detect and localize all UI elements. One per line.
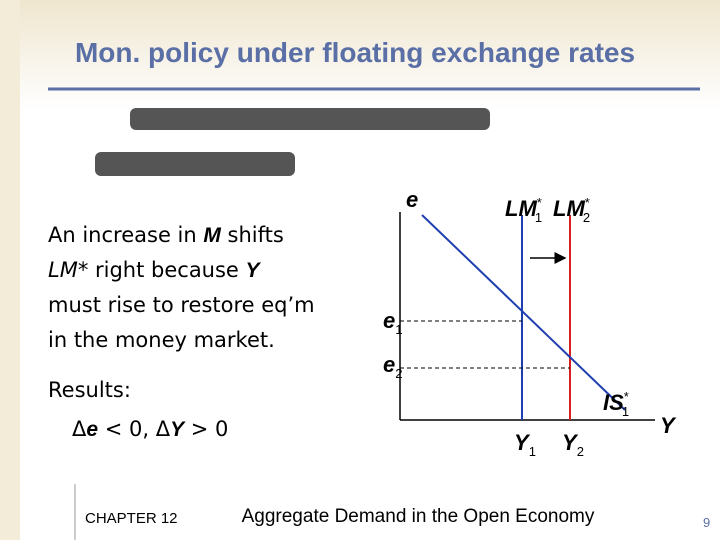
text-run: e xyxy=(383,352,395,377)
text-run: in the money market. xyxy=(48,328,275,352)
text-run: * xyxy=(537,195,542,210)
page-number: 9 xyxy=(703,515,710,530)
garbled-equations xyxy=(95,108,490,176)
text-run: 2 xyxy=(583,210,590,225)
text-run: 1 xyxy=(395,322,402,337)
e1-label: e1 xyxy=(383,308,402,337)
results: Δe < 0, ΔY > 0 xyxy=(72,417,228,441)
text-run: M xyxy=(203,224,221,247)
text-run: 2 xyxy=(577,444,584,459)
header-bg xyxy=(0,0,720,110)
text-run: 1 xyxy=(622,404,629,419)
text-run: An increase in xyxy=(48,223,203,247)
chapter: CHAPTER 12 xyxy=(85,510,178,527)
results-label: Results: xyxy=(48,378,131,402)
is-curve xyxy=(421,214,626,411)
footer-text: Aggregate Demand in the Open Economy xyxy=(242,506,595,527)
text-run: 2 xyxy=(395,366,402,381)
text-run: * xyxy=(585,195,590,210)
y2-label: Y2 xyxy=(562,430,584,459)
text-run: Y xyxy=(514,430,531,455)
text-run: An increase in M shifts xyxy=(48,223,284,247)
y1-label: Y1 xyxy=(514,430,536,459)
text-run: LM* xyxy=(48,258,88,282)
text-run: 1 xyxy=(529,444,536,459)
left-band xyxy=(0,0,20,540)
text-run: must rise to restore eq’m xyxy=(48,293,315,317)
lm2-label: LM* 2 xyxy=(553,195,590,225)
text-run: * xyxy=(624,389,629,404)
e2-label: e2 xyxy=(383,352,402,381)
text-run: must rise to restore eq’m xyxy=(48,293,315,317)
lm1-label: LM* 1 xyxy=(505,195,542,225)
x-axis-label: Y xyxy=(660,413,677,438)
text-run: e xyxy=(383,308,395,333)
is1-label: IS* 1 xyxy=(603,389,629,419)
text-run: IS xyxy=(603,390,624,415)
text-run: Δ xyxy=(72,417,87,441)
text-run: > 0 xyxy=(184,417,228,441)
text-run: LM* right because Y xyxy=(48,258,262,282)
diagram xyxy=(399,212,655,421)
y-axis-label: e xyxy=(406,187,418,212)
body-text: An increase in M shifts LM* right because… xyxy=(48,223,315,352)
text-run: Y xyxy=(170,418,186,441)
text-run: e xyxy=(86,418,98,441)
text-run: < 0, Δ xyxy=(98,417,171,441)
text-run: LM xyxy=(553,196,585,221)
text-run: Y xyxy=(246,259,262,282)
text-run: in the money market. xyxy=(48,328,275,352)
text-run: shifts xyxy=(221,223,284,247)
title: Mon. policy under floating exchange rate… xyxy=(75,37,635,68)
text-run: right because xyxy=(88,258,245,282)
text-run: LM xyxy=(505,196,537,221)
text-run: 1 xyxy=(535,210,542,225)
text-run: Y xyxy=(562,430,579,455)
